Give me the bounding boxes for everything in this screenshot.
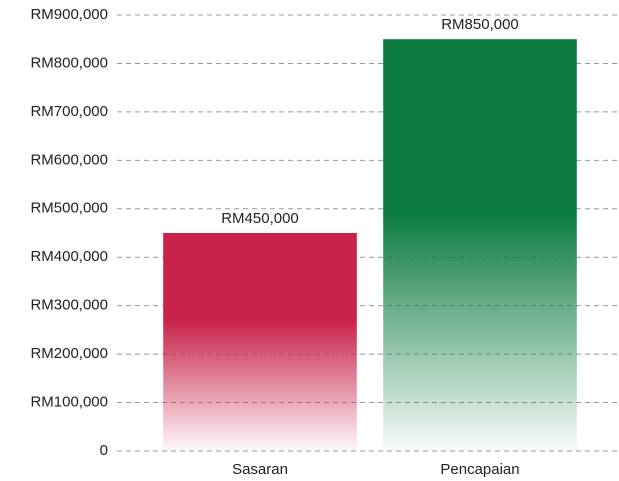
data-label: RM850,000 <box>441 16 519 33</box>
y-tick-label: 0 <box>100 442 108 459</box>
y-tick-label: RM400,000 <box>30 248 108 265</box>
bar <box>383 39 577 451</box>
y-tick-label: RM300,000 <box>30 297 108 314</box>
y-tick-label: RM700,000 <box>30 103 108 120</box>
y-tick-label: RM800,000 <box>30 54 108 71</box>
y-tick-label: RM600,000 <box>30 151 108 168</box>
y-tick-label: RM200,000 <box>30 345 108 362</box>
x-tick-label: Sasaran <box>232 461 288 478</box>
y-tick-label: RM500,000 <box>30 200 108 217</box>
y-tick-label: RM100,000 <box>30 394 108 411</box>
x-tick-label: Pencapaian <box>440 461 519 478</box>
y-tick-label: RM900,000 <box>30 6 108 23</box>
data-label: RM450,000 <box>221 210 299 227</box>
bar <box>163 233 357 451</box>
